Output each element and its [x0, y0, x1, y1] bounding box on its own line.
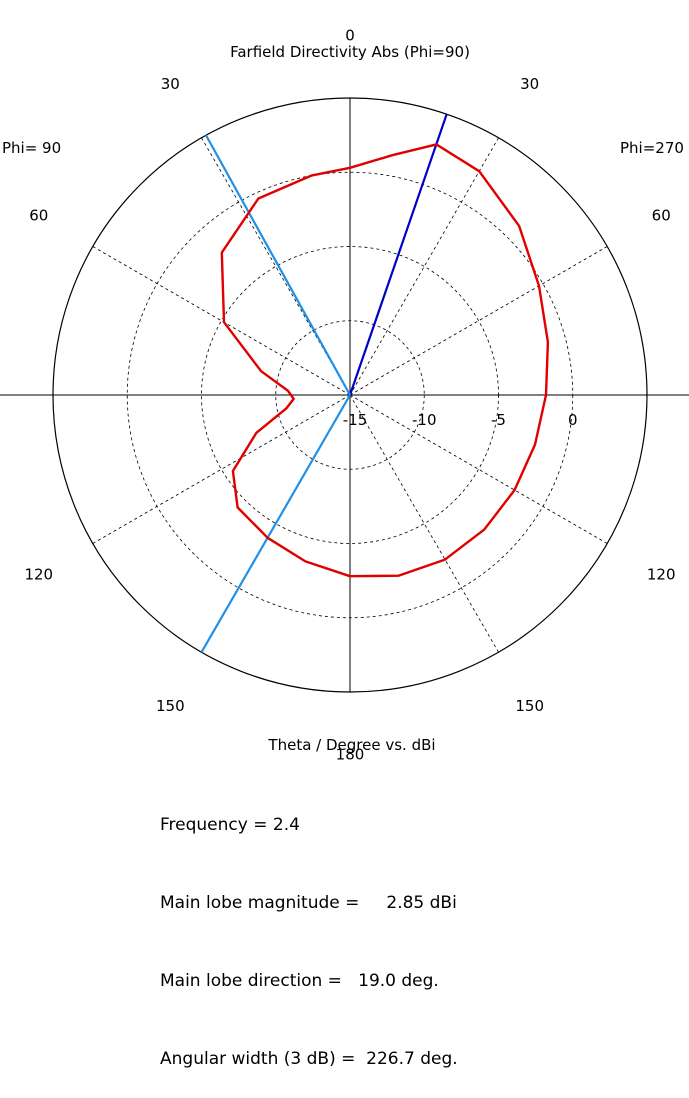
radial-tick-label: 0 [568, 411, 578, 429]
angle-tick-label: 120 [24, 566, 53, 584]
series-group [222, 144, 548, 576]
chart-title: Farfield Directivity Abs (Phi=90) [230, 43, 470, 61]
polar-grid [0, 98, 689, 692]
3db-limit-2-line [202, 395, 351, 652]
radial-tick-label: -10 [412, 411, 437, 429]
angle-tick-label: 150 [515, 697, 544, 715]
main-lobe-direction-line [350, 114, 447, 395]
angle-tick-label: 30 [520, 75, 539, 93]
info-panel: Frequency = 2.4 Main lobe magnitude = 2.… [160, 760, 458, 1098]
phi-right-label: Phi=270 [620, 139, 684, 157]
3db-limit-1-line [206, 135, 350, 395]
angle-tick-label: 150 [156, 697, 185, 715]
info-main-lobe-magnitude: Main lobe magnitude = 2.85 dBi [160, 890, 458, 916]
angle-tick-label: 60 [29, 206, 48, 224]
phi-left-label: Phi= 90 [2, 139, 61, 157]
grid-spoke [93, 395, 350, 544]
angle-tick-label: 60 [652, 206, 671, 224]
angle-tick-label: 120 [647, 566, 676, 584]
info-frequency: Frequency = 2.4 [160, 812, 458, 838]
x-axis-label: Theta / Degree vs. dBi [267, 736, 435, 754]
angle-tick-label: 30 [161, 75, 180, 93]
info-main-lobe-direction: Main lobe direction = 19.0 deg. [160, 968, 458, 994]
angle-tick-label: 0 [345, 27, 355, 45]
grid-spoke [350, 395, 499, 652]
radial-tick-label: -5 [491, 411, 506, 429]
series-line-0 [222, 144, 548, 576]
radial-tick-label: -15 [343, 411, 368, 429]
info-angular-width: Angular width (3 dB) = 226.7 deg. [160, 1046, 458, 1072]
polar-chart: Farfield Directivity Abs (Phi=90) Phi= 9… [0, 0, 689, 892]
